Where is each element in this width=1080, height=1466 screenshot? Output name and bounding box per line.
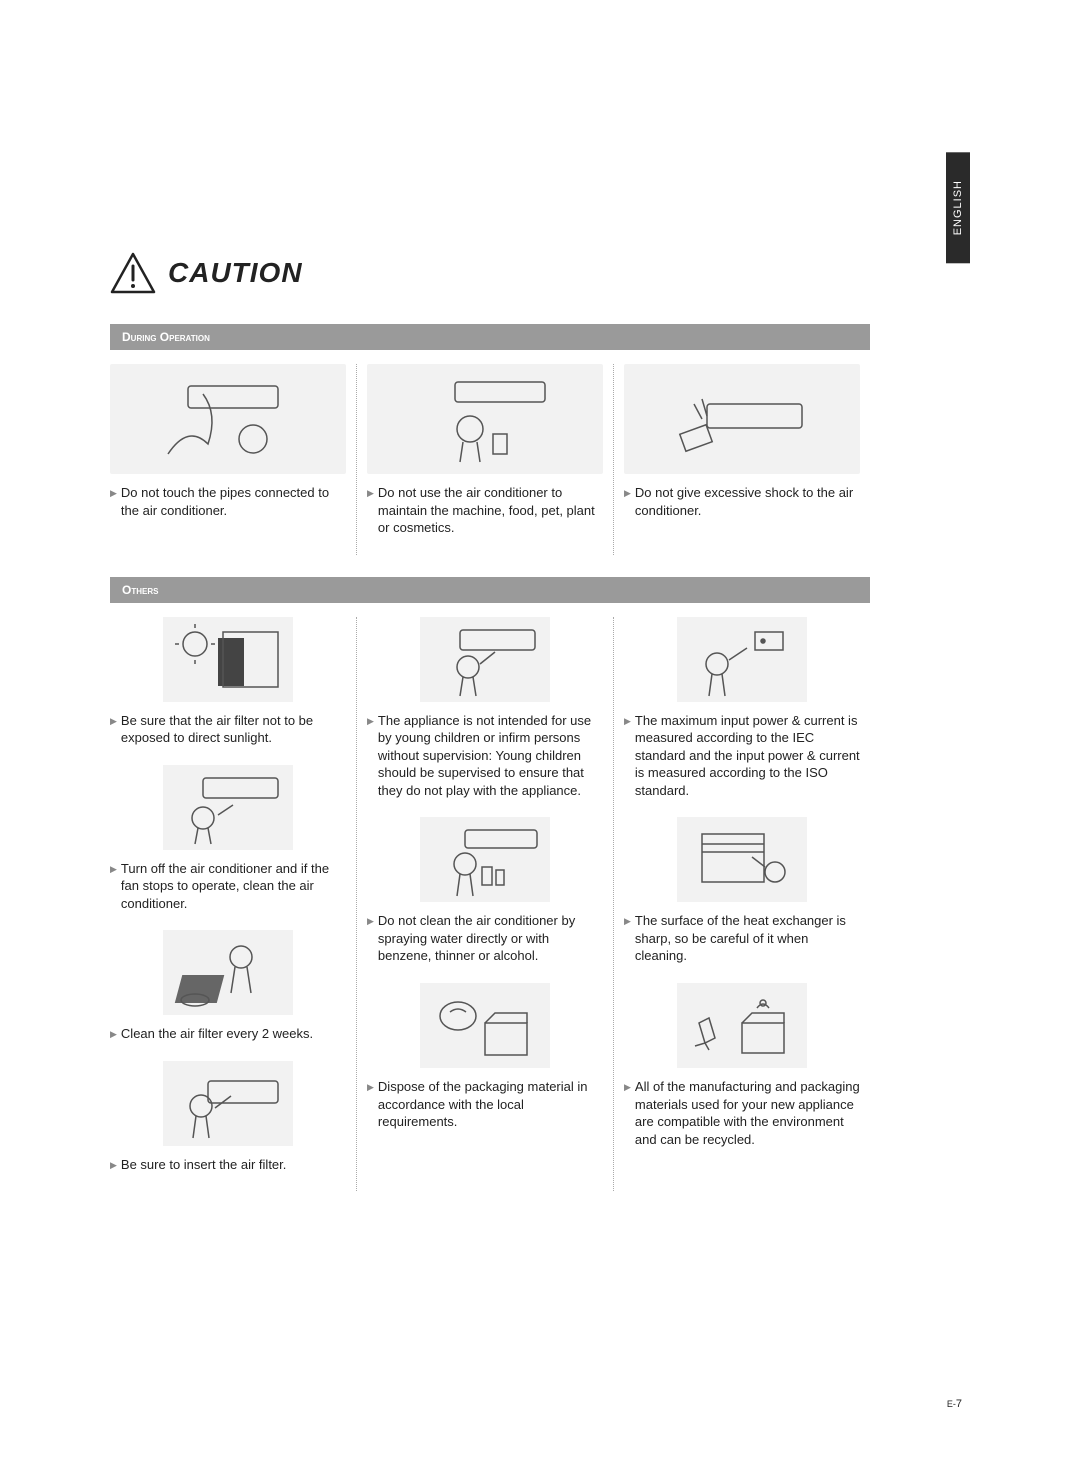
others-col-2: The appliance is not intended for use by… (357, 617, 614, 1192)
op-col-2: Do not use the air conditioner to mainta… (357, 364, 614, 555)
caption: Dispose of the packaging material in acc… (367, 1078, 603, 1131)
caption: The maximum input power & current is mea… (624, 712, 860, 800)
caption: Do not use the air conditioner to mainta… (367, 484, 603, 537)
others-col-3: The maximum input power & current is mea… (614, 617, 870, 1192)
illustration (163, 617, 293, 702)
op-col-3: Do not give excessive shock to the air c… (614, 364, 870, 555)
illustration (110, 364, 346, 474)
caption: Be sure that the air filter not to be ex… (110, 712, 346, 747)
illustration (420, 817, 550, 902)
caution-icon (110, 250, 156, 296)
caption: Turn off the air conditioner and if the … (110, 860, 346, 913)
page-number: E-7 (947, 1398, 962, 1410)
illustration (677, 983, 807, 1068)
caption: The appliance is not intended for use by… (367, 712, 603, 800)
operation-grid: Do not touch the pipes connected to the … (110, 364, 870, 555)
caption: Clean the air filter every 2 weeks. (110, 1025, 346, 1043)
illustration (624, 364, 860, 474)
illustration (163, 1061, 293, 1146)
caution-title: CAUTION (168, 257, 303, 289)
section-bar-operation: During Operation (110, 324, 870, 350)
language-tab: ENGLISH (946, 152, 970, 263)
illustration (677, 617, 807, 702)
caption: Do not give excessive shock to the air c… (624, 484, 860, 519)
caption: Be sure to insert the air filter. (110, 1156, 346, 1174)
illustration (420, 983, 550, 1068)
illustration (163, 765, 293, 850)
others-col-1: Be sure that the air filter not to be ex… (110, 617, 357, 1192)
caption: Do not touch the pipes connected to the … (110, 484, 346, 519)
illustration (677, 817, 807, 902)
caution-header: CAUTION (110, 250, 870, 296)
caption: All of the manufacturing and packaging m… (624, 1078, 860, 1148)
others-grid: Be sure that the air filter not to be ex… (110, 617, 870, 1192)
section-bar-others: Others (110, 577, 870, 603)
caption: The surface of the heat exchanger is sha… (624, 912, 860, 965)
illustration (367, 364, 603, 474)
op-col-1: Do not touch the pipes connected to the … (110, 364, 357, 555)
caption: Do not clean the air conditioner by spra… (367, 912, 603, 965)
illustration (163, 930, 293, 1015)
page-content: CAUTION During Operation Do not touch th… (110, 250, 870, 1191)
illustration (420, 617, 550, 702)
